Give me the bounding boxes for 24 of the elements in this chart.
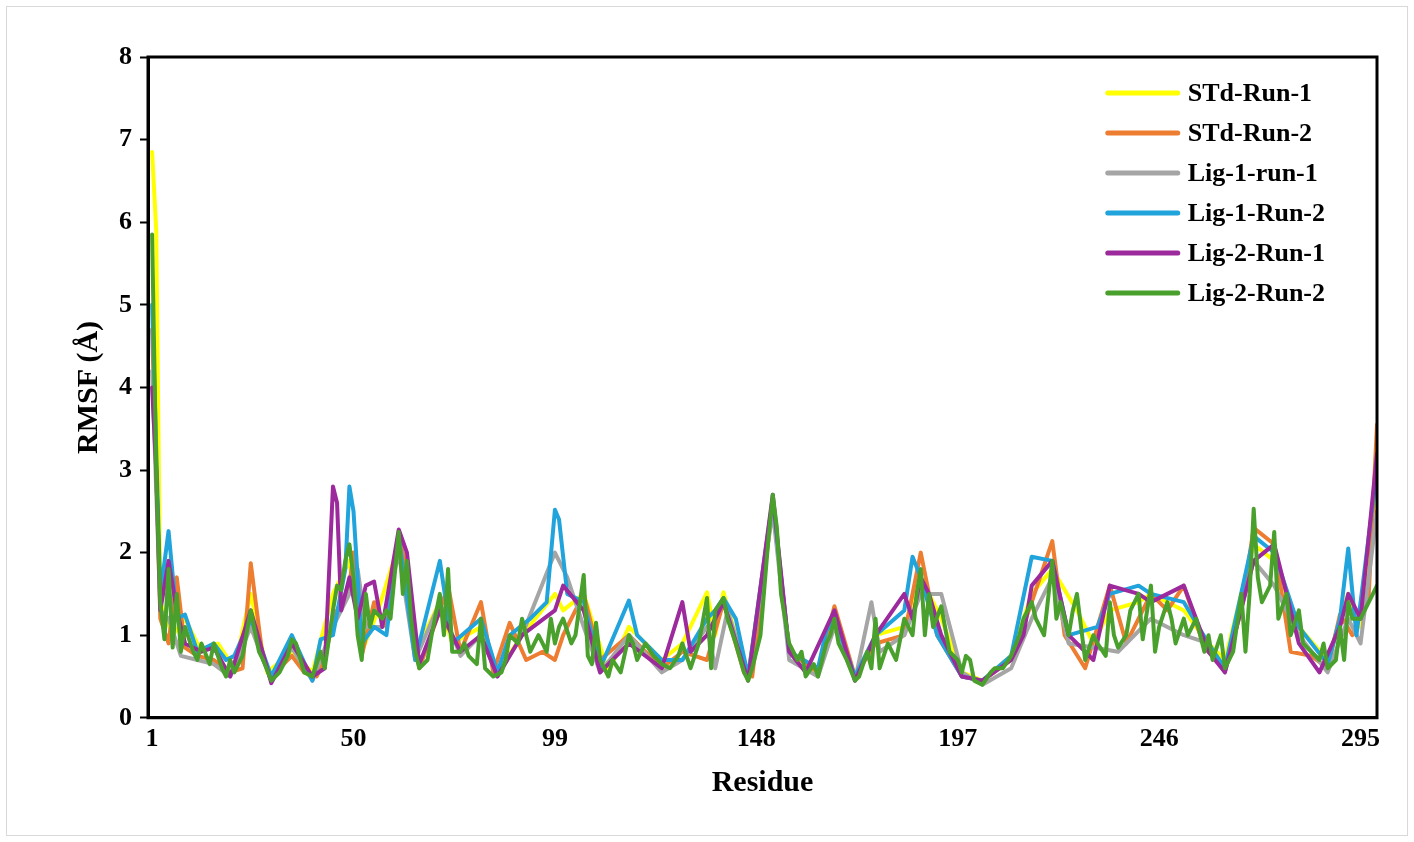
x-tick-label: 1 [145, 723, 159, 753]
x-tick-label: 50 [340, 723, 367, 753]
x-axis-title: Residue [711, 763, 814, 797]
y-tick-label: 1 [119, 618, 132, 648]
legend-label: Lig-2-Run-1 [1187, 237, 1326, 267]
x-tick-label: 148 [736, 723, 776, 753]
legend-label: Lig-2-Run-2 [1187, 277, 1326, 307]
y-tick-label: 0 [119, 701, 132, 731]
x-tick-label: 99 [541, 723, 568, 753]
y-tick-label: 8 [119, 40, 132, 70]
y-axis-title: RMSF (Å) [69, 320, 104, 454]
y-tick-label: 4 [119, 371, 132, 401]
legend-label: Lig-1-Run-2 [1187, 197, 1326, 227]
x-tick-label: 295 [1341, 723, 1381, 753]
legend-label: STd-Run-2 [1187, 117, 1313, 147]
y-tick-label: 5 [119, 288, 132, 318]
y-tick-label: 7 [119, 123, 132, 153]
y-tick-label: 6 [119, 205, 132, 235]
legend-label: STd-Run-1 [1187, 77, 1313, 107]
x-tick-label: 197 [938, 723, 978, 753]
legend-label: Lig-1-run-1 [1187, 157, 1318, 187]
y-tick-label: 3 [119, 453, 132, 483]
x-tick-label: 246 [1139, 723, 1179, 753]
y-tick-label: 2 [119, 536, 132, 566]
